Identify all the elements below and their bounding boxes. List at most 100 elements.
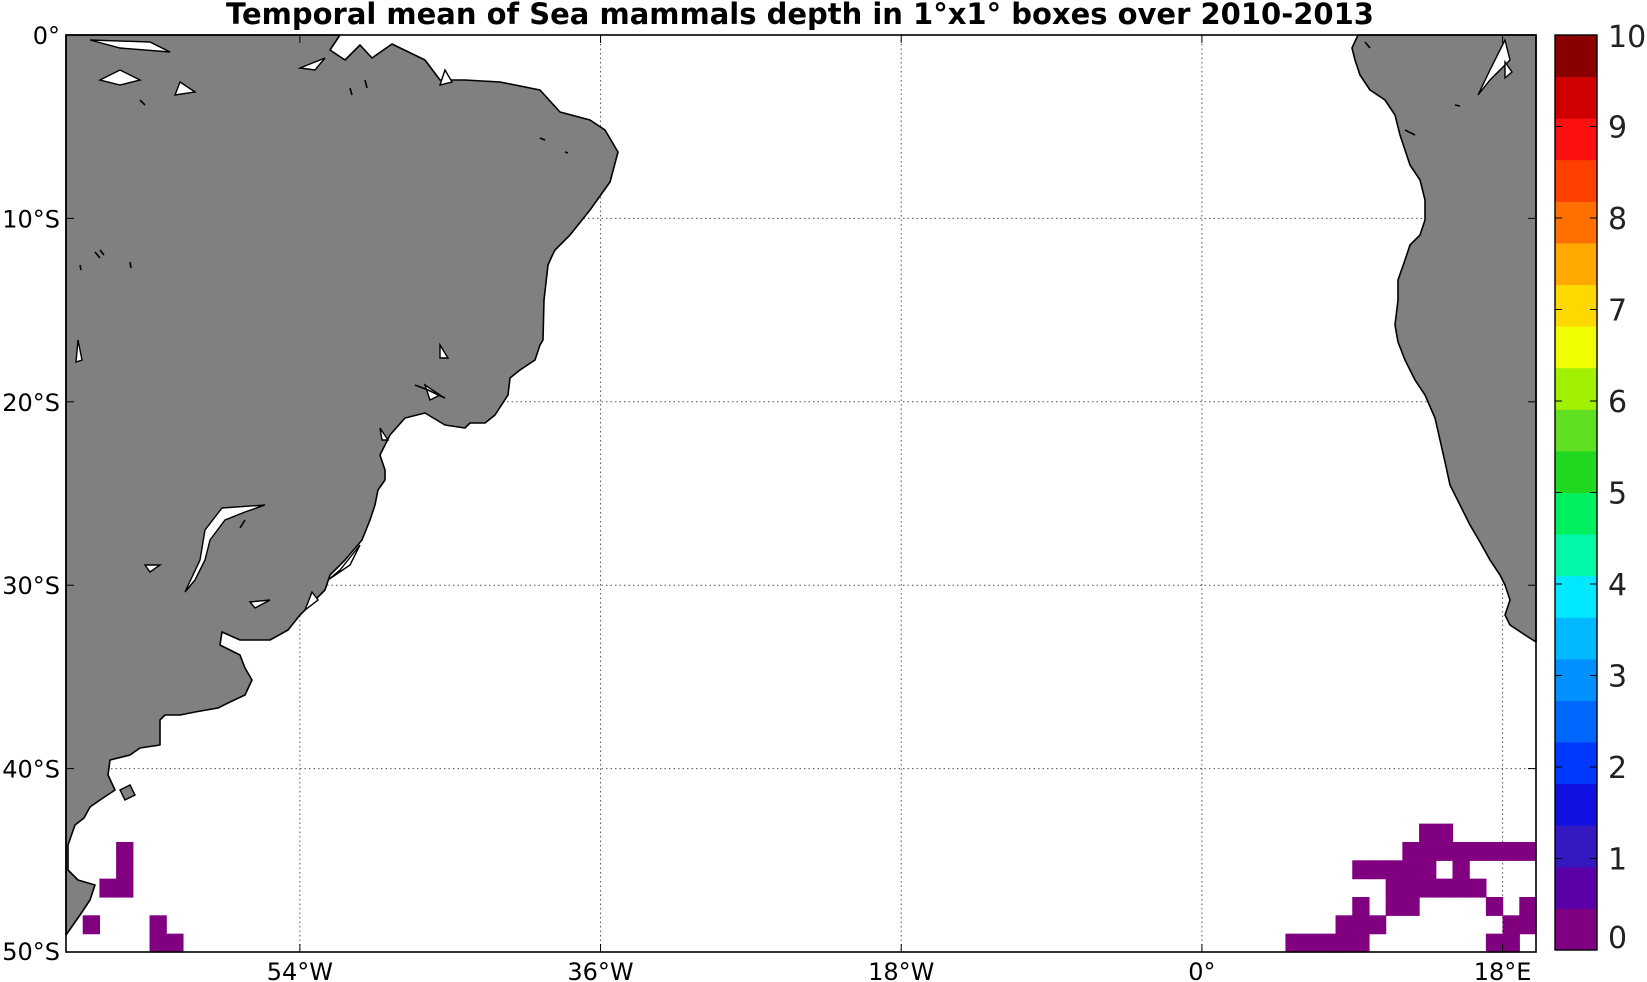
y-tick-label: 20°S (2, 389, 60, 417)
africa-landmass (1351, 34, 1537, 643)
data-cell (1419, 860, 1437, 880)
colorbar-band (1555, 658, 1597, 701)
data-cell (99, 878, 117, 898)
y-tick-label: 10°S (2, 205, 60, 233)
y-tick-label: 50°S (2, 938, 60, 966)
colorbar-tick-label: 1 (1608, 843, 1627, 878)
data-cell (1335, 933, 1353, 953)
river-line (1364, 41, 1461, 136)
data-cell (1419, 878, 1437, 898)
colorbar-tick-label: 4 (1608, 568, 1627, 603)
lagoon (1477, 37, 1511, 96)
x-tick-label: 54°W (267, 958, 333, 982)
data-cell (1385, 878, 1403, 898)
data-cell (1335, 915, 1353, 935)
data-cell (1469, 841, 1487, 861)
data-cell (1469, 878, 1487, 898)
data-cell (1402, 896, 1420, 916)
lagoon (438, 68, 454, 86)
data-cell (1385, 860, 1403, 880)
colorbar-band (1555, 908, 1597, 951)
data-cell (1352, 915, 1370, 935)
data-cell (1485, 896, 1504, 916)
data-cell (1385, 896, 1403, 916)
colorbar-tick-label: 7 (1608, 294, 1627, 329)
colorbar-tick-label: 6 (1608, 385, 1627, 420)
data-cell (82, 915, 101, 935)
lagoon (173, 80, 197, 96)
colorbar-tick-label: 2 (1608, 751, 1627, 786)
lagoon (297, 57, 326, 71)
colorbar-band (1555, 617, 1597, 660)
colorbar-band (1555, 326, 1597, 369)
lagoon (97, 69, 143, 86)
y-tick-label: 0° (33, 22, 60, 50)
data-cell (1435, 841, 1454, 861)
x-tick-label: 36°W (567, 958, 633, 982)
colorbar-tick-label: 0 (1608, 921, 1627, 956)
data-cell (1452, 841, 1470, 861)
data-cell (1368, 860, 1387, 880)
map-area (65, 34, 1537, 953)
data-cells (82, 823, 1537, 953)
colorbar-band (1555, 825, 1597, 868)
x-tick-label: 18°W (868, 958, 934, 982)
river-line (79, 79, 569, 529)
x-tick-label: 0° (1188, 958, 1215, 982)
map-frame (65, 34, 1537, 953)
colorbar-tick-label: 8 (1608, 202, 1627, 237)
colorbar-band (1555, 284, 1597, 327)
data-cell (116, 841, 134, 861)
data-cell (116, 878, 134, 898)
colorbar-band (1555, 534, 1597, 577)
lagoon (143, 564, 163, 573)
data-cell (1352, 860, 1370, 880)
colorbar-ticks: 0 1 2 3 4 5 6 7 8 9 10 (1555, 20, 1646, 956)
south-america-landmass (65, 34, 619, 936)
colorbar-band (1555, 742, 1597, 785)
colorbar-band (1555, 700, 1597, 743)
data-cell (1452, 860, 1470, 880)
data-cell (1419, 823, 1437, 843)
lagoon (1504, 59, 1513, 80)
colorbar-tick-label: 9 (1608, 111, 1627, 146)
lagoon (303, 590, 319, 613)
colorbar-band (1555, 159, 1597, 202)
lagoon (184, 504, 266, 593)
data-cell (1285, 933, 1303, 953)
island (119, 784, 136, 801)
colorbar-band (1555, 409, 1597, 452)
colorbar-band (1555, 783, 1597, 826)
data-cell (1402, 878, 1420, 898)
x-axis-ticks: 54°W 36°W 18°W 0° 18°E (267, 35, 1531, 982)
colorbar-band (1555, 866, 1597, 909)
data-cell (1502, 915, 1520, 935)
colorbar-tick-label: 5 (1608, 477, 1627, 512)
data-cell (1435, 878, 1454, 898)
colorbar-bands (1555, 35, 1597, 951)
colorbar-band (1555, 118, 1597, 161)
data-cell (1519, 915, 1537, 935)
data-cell (1519, 841, 1537, 861)
data-cell (1519, 896, 1537, 916)
data-cell (1402, 841, 1420, 861)
map-title: Temporal mean of Sea mammals depth in 1°… (226, 0, 1374, 31)
y-tick-label: 30°S (2, 572, 60, 600)
data-cell (1419, 841, 1437, 861)
lagoon (75, 339, 83, 364)
lagoon (327, 544, 361, 581)
lagoon (89, 39, 171, 53)
data-cell (1302, 933, 1320, 953)
lagoon (248, 599, 271, 609)
colorbar-band (1555, 575, 1597, 618)
data-cell (1318, 933, 1337, 953)
data-cell (1435, 823, 1454, 843)
data-cell (1502, 841, 1520, 861)
data-cell (1502, 933, 1520, 953)
data-cell (149, 933, 167, 953)
colorbar-tick-label: 10 (1608, 20, 1646, 55)
y-tick-label: 40°S (2, 756, 60, 784)
data-cell (1452, 878, 1470, 898)
data-cell (1368, 915, 1387, 935)
